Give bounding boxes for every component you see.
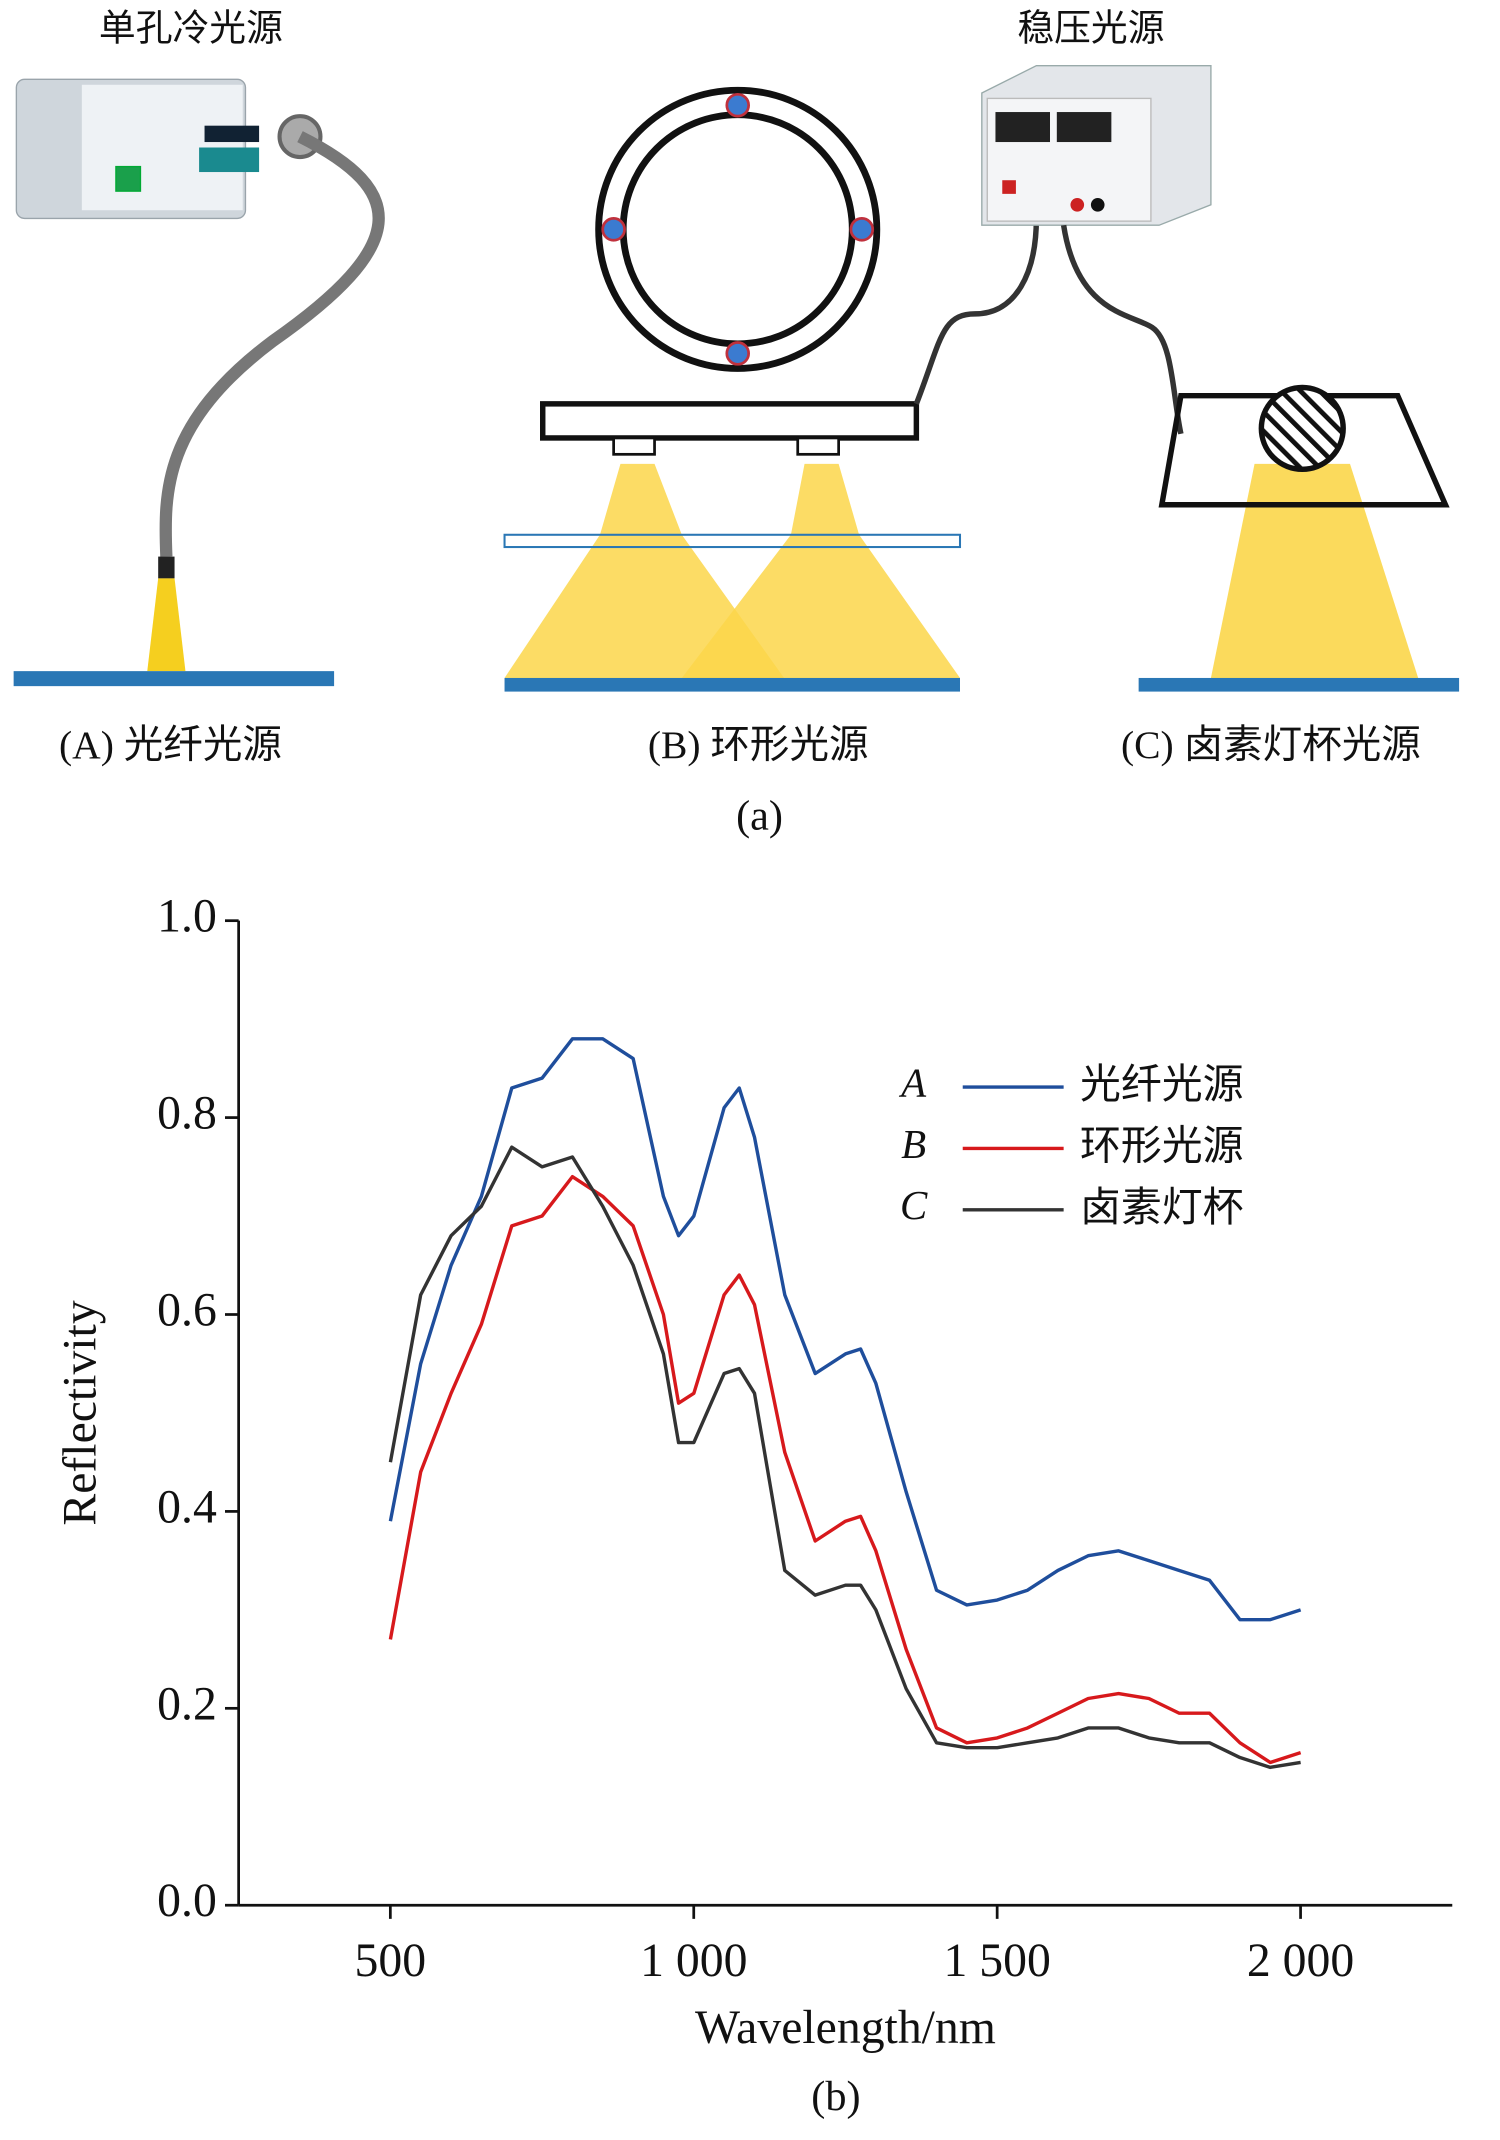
panel-caption: (B) 环形光源: [648, 723, 869, 767]
halogen-source: [981, 64, 1460, 692]
y-tick-label: 0.6: [157, 1283, 217, 1336]
device-label: 单孔冷光源: [99, 7, 283, 50]
fiber-source-device: [13, 78, 385, 687]
device-label: 稳压光源: [1017, 7, 1164, 50]
y-tick-label: 0.0: [157, 1874, 217, 1927]
panel-caption: (A) 光纤光源: [59, 723, 282, 767]
data-line: [388, 1174, 1302, 1765]
y-axis-label: Reflectivity: [53, 1300, 106, 1525]
legend-letter: C: [900, 1183, 928, 1228]
y-tick-label: 0.4: [157, 1480, 217, 1533]
legend-letter: A: [898, 1060, 927, 1105]
figure-label: (a): [736, 792, 783, 839]
y-tick-label: 0.8: [157, 1087, 217, 1140]
legend-letter: B: [901, 1122, 926, 1167]
figure-label: (b): [811, 2073, 860, 2120]
legend-label: 光纤光源: [1080, 1060, 1244, 1108]
x-tick-label: 2 000: [1247, 1934, 1354, 1987]
x-tick-label: 1 000: [640, 1934, 747, 1987]
legend-label: 环形光源: [1080, 1121, 1244, 1169]
y-tick-label: 0.2: [157, 1677, 217, 1730]
y-tick-label: 1.0: [157, 890, 217, 943]
x-tick-label: 500: [355, 1934, 427, 1987]
x-tick-label: 1 500: [943, 1934, 1050, 1987]
data-line: [388, 1145, 1301, 1770]
data-line: [388, 1037, 1302, 1622]
panel-caption: (C) 卤素灯杯光源: [1121, 723, 1421, 767]
x-axis-label: Wavelength/nm: [695, 2001, 996, 2054]
legend-label: 卤素灯杯: [1080, 1183, 1244, 1231]
ring-light: [503, 86, 1040, 692]
